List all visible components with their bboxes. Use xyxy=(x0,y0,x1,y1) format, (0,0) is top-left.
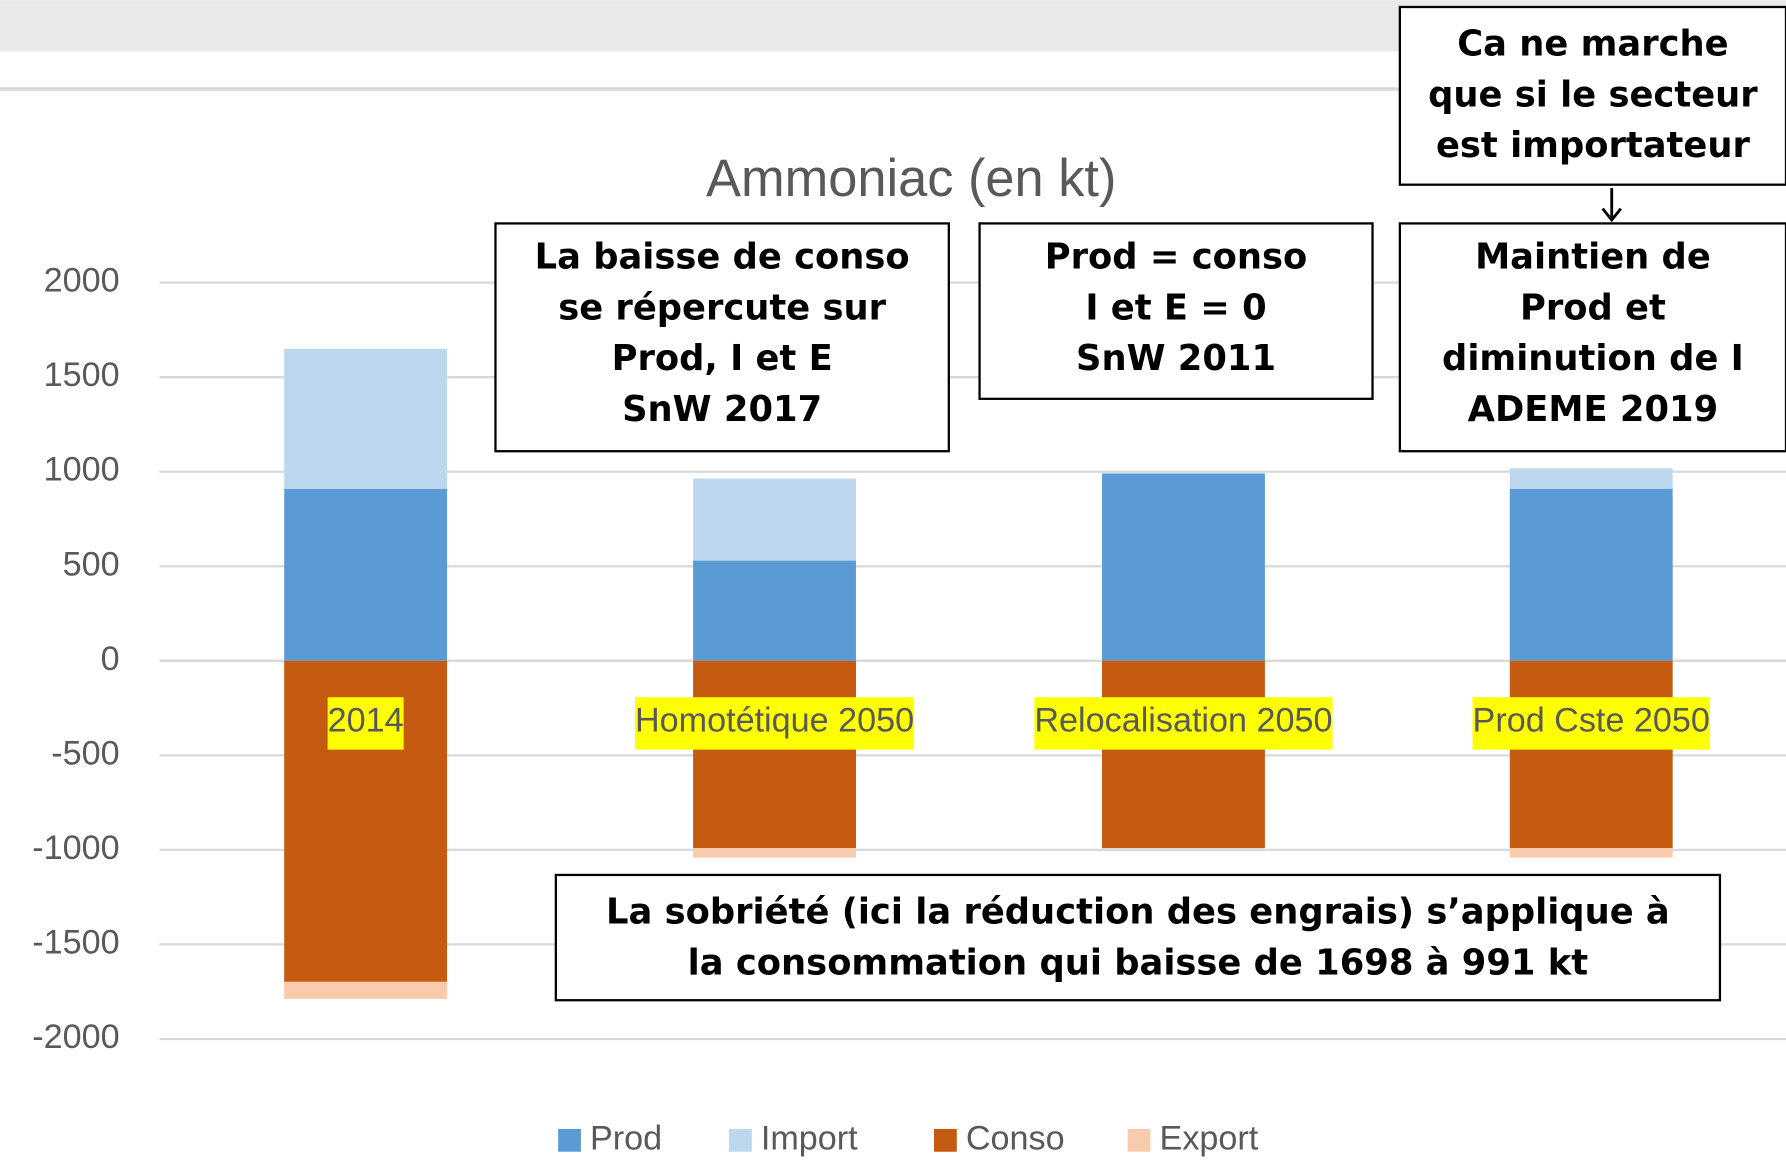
legend-swatch xyxy=(934,1128,957,1152)
annotation-text: se répercute sur xyxy=(558,287,886,328)
legend-swatch xyxy=(558,1128,581,1152)
annotation-box xyxy=(1398,5,1786,186)
x-tick-label: 2014 xyxy=(328,701,404,739)
x-tick-label: Relocalisation 2050 xyxy=(1034,701,1332,739)
y-tick-label: -2000 xyxy=(32,1018,119,1056)
chart-title: Ammoniac (en kt) xyxy=(706,150,1116,208)
annotation-text: que si le secteur xyxy=(1428,74,1758,115)
y-tick-label: -1000 xyxy=(32,829,119,867)
y-tick-label: -500 xyxy=(51,734,119,772)
bar-segment xyxy=(693,560,856,661)
annotation-text: Ca ne marche xyxy=(1457,24,1728,65)
bar-segment xyxy=(1509,848,1673,858)
y-tick-label: 500 xyxy=(63,545,120,583)
annotation-text: SnW 2011 xyxy=(1076,338,1276,379)
bar-segment xyxy=(693,478,856,561)
label-highlight xyxy=(1472,697,1710,750)
bar-segment xyxy=(693,848,856,858)
legend-label: Prod xyxy=(590,1119,662,1157)
label-highlight xyxy=(327,697,404,750)
bar-segment xyxy=(1102,660,1265,849)
y-tick-label: 0 xyxy=(101,640,120,678)
annotation-box xyxy=(1398,222,1786,453)
y-tick-label: 2000 xyxy=(44,262,120,300)
annotation-box xyxy=(494,222,950,453)
annotation-box xyxy=(554,873,1722,1002)
y-tick-label: 1500 xyxy=(44,356,120,394)
bar-segment xyxy=(1509,660,1673,849)
annotation-text: La baisse de conso xyxy=(535,237,910,278)
x-tick-label: Prod Cste 2050 xyxy=(1473,701,1710,739)
legend-label: Conso xyxy=(966,1119,1065,1157)
bar-segment xyxy=(1509,468,1673,489)
arrow-head xyxy=(1601,207,1622,223)
bar-segment xyxy=(284,348,448,489)
legend: Prod Import Conso Export xyxy=(558,1119,1259,1157)
legend-swatch xyxy=(728,1128,752,1152)
annotation-text: est importateur xyxy=(1436,125,1751,166)
annotation-text: I et E = 0 xyxy=(1085,287,1266,328)
annotation-text: ADEME 2019 xyxy=(1468,389,1719,430)
bar-segment xyxy=(284,488,448,661)
annotation-text: diminution de I xyxy=(1442,338,1744,379)
annotation-text: Prod, I et E xyxy=(612,338,833,379)
category-labels: 2014 Homotétique 2050 Relocalisation 2050 P… xyxy=(327,697,1710,750)
legend-label: Export xyxy=(1160,1119,1259,1157)
annotation-text: Maintien de xyxy=(1475,237,1711,278)
legend-swatch xyxy=(1127,1128,1151,1152)
annotation-text: SnW 2017 xyxy=(622,389,822,430)
y-tick-label: 1000 xyxy=(44,451,120,489)
label-highlight xyxy=(634,697,915,750)
annotations: La baisse de conso se répercute sur Prod, … xyxy=(494,5,1786,1002)
bar-segment xyxy=(284,981,448,999)
label-highlight xyxy=(1034,697,1333,750)
annotation-text: la consommation qui baisse de 1698 à 991… xyxy=(688,942,1589,983)
bar-segment xyxy=(1102,473,1265,661)
annotation-text: Prod = conso xyxy=(1045,237,1308,278)
y-tick-label: -1500 xyxy=(32,923,119,961)
bar-segment xyxy=(693,660,856,849)
annotation-box xyxy=(978,222,1374,400)
annotation-text: La sobriété (ici la réduction des engrai… xyxy=(606,892,1670,933)
x-tick-label: Homotétique 2050 xyxy=(635,701,914,739)
legend-label: Import xyxy=(761,1119,858,1157)
annotation-text: Prod et xyxy=(1520,287,1666,328)
bar-segment xyxy=(1509,488,1673,661)
